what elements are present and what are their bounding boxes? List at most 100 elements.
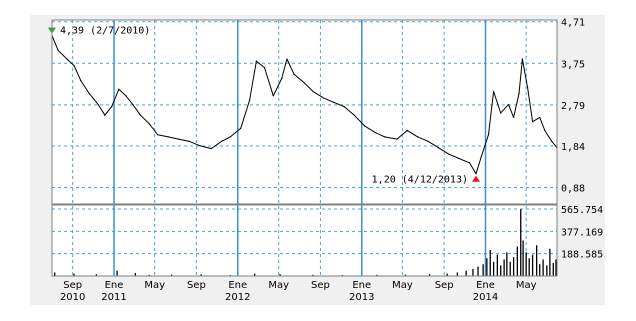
x-tick-year-4: 2012 xyxy=(225,292,250,303)
price-point-49 xyxy=(487,134,490,136)
price-point-50 xyxy=(493,90,495,93)
price-point-56 xyxy=(526,86,529,88)
price-point-10 xyxy=(125,95,127,97)
price-point-27 xyxy=(281,77,283,80)
price-point-47 xyxy=(475,173,477,175)
price-y-tick-0: 4,71 xyxy=(561,18,585,29)
x-tick-month-6: Sep xyxy=(311,280,330,291)
price-point-19 xyxy=(210,147,212,150)
min-marker xyxy=(471,175,480,182)
price-point-16 xyxy=(177,138,180,140)
x-tick-month-10: Ene xyxy=(476,280,495,291)
max-annotation-label: 4,39 (2/7/2010) xyxy=(60,26,150,37)
price-series-line xyxy=(51,35,558,175)
price-point-25 xyxy=(263,67,266,69)
y-axis-labels: 4,71 3,75 2,79 1,84 0,88 565.754 377.169 188.58… xyxy=(561,18,603,261)
volume-plot-border xyxy=(51,204,558,277)
x-tick-month-9: Sep xyxy=(435,280,454,291)
price-point-4 xyxy=(80,80,82,82)
price-point-58 xyxy=(539,116,541,119)
price-point-46 xyxy=(468,162,471,164)
x-tick-month-3: Sep xyxy=(187,280,206,291)
x-tick-month-2: May xyxy=(144,280,165,291)
price-point-15 xyxy=(167,136,169,138)
price-point-59 xyxy=(544,129,546,131)
price-point-41 xyxy=(417,136,419,138)
volume-y-tick-2: 188.585 xyxy=(561,250,603,261)
price-point-2 xyxy=(66,58,68,60)
price-line-layer xyxy=(51,34,558,175)
price-point-23 xyxy=(248,99,251,101)
price-point-45 xyxy=(458,157,460,160)
x-tick-month-0: Sep xyxy=(63,280,82,291)
price-point-21 xyxy=(229,136,231,138)
price-point-48 xyxy=(480,155,483,157)
price-point-39 xyxy=(396,138,398,140)
price-point-34 xyxy=(343,105,345,108)
price-point-57 xyxy=(531,121,534,123)
x-tick-year-10: 2014 xyxy=(473,292,498,303)
min-annotation-label: 1,20 (4/12/2013) xyxy=(372,175,468,186)
price-point-3 xyxy=(73,64,75,67)
price-point-1 xyxy=(57,49,59,51)
price-point-36 xyxy=(364,125,366,127)
price-point-40 xyxy=(406,129,408,131)
price-point-24 xyxy=(255,60,257,62)
price-point-12 xyxy=(139,114,142,116)
price-point-8 xyxy=(111,105,113,108)
price-point-18 xyxy=(198,144,201,147)
grid-lines xyxy=(52,20,557,276)
x-tick-month-7: Ene xyxy=(352,280,371,291)
price-point-30 xyxy=(303,82,305,84)
price-point-32 xyxy=(322,97,325,99)
x-tick-month-8: May xyxy=(392,280,413,291)
price-point-9 xyxy=(118,88,120,90)
volume-bars xyxy=(54,209,557,276)
x-tick-month-1: Ene xyxy=(105,280,124,291)
price-point-11 xyxy=(132,103,134,106)
price-point-6 xyxy=(97,103,99,106)
price-point-42 xyxy=(427,140,429,142)
price-point-52 xyxy=(507,103,510,106)
volume-y-tick-0: 565.754 xyxy=(561,205,603,216)
x-tick-year-7: 2013 xyxy=(349,292,374,303)
volume-y-tick-1: 377.169 xyxy=(561,227,603,238)
price-y-tick-3: 1,84 xyxy=(561,142,585,153)
price-point-38 xyxy=(384,136,386,138)
price-point-60 xyxy=(550,140,553,142)
price-point-54 xyxy=(518,93,520,95)
volume-plot-area xyxy=(52,205,557,276)
price-point-20 xyxy=(221,140,223,142)
price-point-51 xyxy=(500,112,502,114)
price-point-35 xyxy=(353,114,355,116)
x-tick-year-0: 2010 xyxy=(60,292,85,303)
price-y-tick-1: 3,75 xyxy=(561,59,585,70)
price-point-7 xyxy=(104,114,106,116)
price-y-tick-4: 0,88 xyxy=(561,184,585,195)
x-tick-year-1: 2011 xyxy=(101,292,126,303)
price-point-22 xyxy=(240,127,242,129)
price-point-13 xyxy=(148,123,150,125)
price-plot-area xyxy=(52,20,557,204)
price-point-28 xyxy=(286,58,288,60)
price-point-37 xyxy=(374,131,376,134)
price-point-43 xyxy=(437,147,439,149)
price-point-53 xyxy=(513,116,515,119)
price-point-29 xyxy=(293,73,295,75)
price-point-26 xyxy=(272,95,274,97)
price-point-55 xyxy=(521,58,524,60)
x-tick-month-5: May xyxy=(268,280,289,291)
price-point-33 xyxy=(333,101,335,103)
price-y-tick-2: 2,79 xyxy=(561,101,585,112)
price-point-44 xyxy=(448,153,450,155)
x-tick-month-4: Ene xyxy=(228,280,247,291)
price-point-17 xyxy=(188,140,190,142)
price-point-5 xyxy=(88,93,90,95)
price-plot-border xyxy=(51,19,558,205)
price-point-14 xyxy=(157,134,159,136)
price-point-31 xyxy=(312,90,314,93)
x-tick-month-11: May xyxy=(516,280,537,291)
